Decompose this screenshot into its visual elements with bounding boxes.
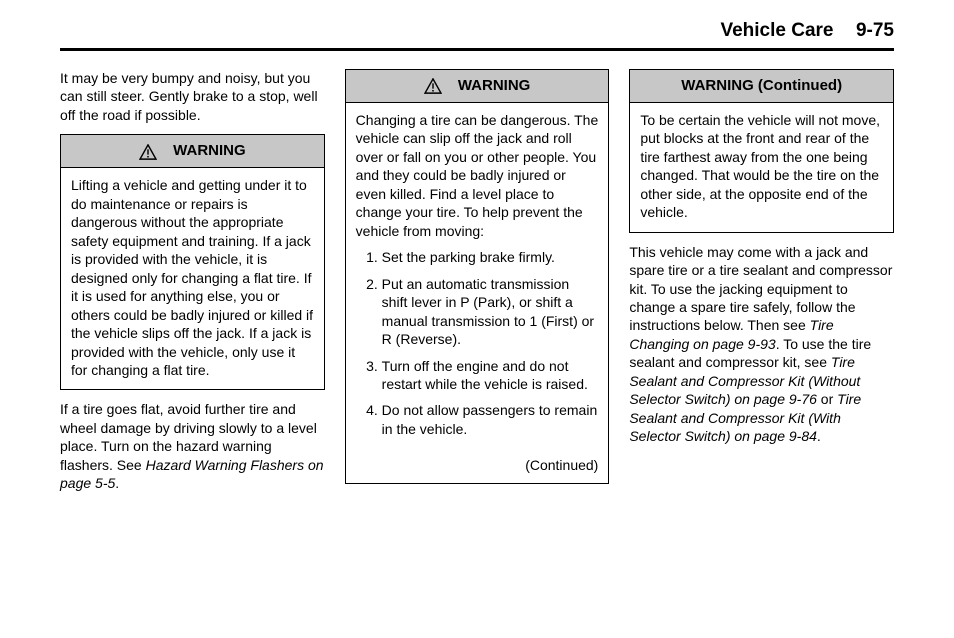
intro-paragraph: It may be very bumpy and noisy, but you … [60, 69, 325, 124]
warning-box: WARNING Lifting a vehicle and getting un… [60, 134, 325, 390]
warning-body: Lifting a vehicle and getting under it t… [61, 168, 324, 389]
page-header: Vehicle Care 9-75 [60, 20, 894, 51]
section-title: Vehicle Care [720, 20, 833, 41]
warning-title: WARNING [458, 77, 531, 94]
column-2: WARNING Changing a tire can be dangerous… [345, 69, 610, 503]
continued-label: (Continued) [346, 456, 609, 482]
column-3: WARNING (Continued) To be certain the ve… [629, 69, 894, 503]
list-item: Put an automatic transmission shift leve… [382, 275, 599, 349]
warning-body: To be certain the vehicle will not move,… [630, 103, 893, 232]
warning-steps-list: Set the parking brake firmly. Put an aut… [356, 248, 599, 438]
after-warning-paragraph: If a tire goes flat, avoid further tire … [60, 400, 325, 492]
warning-header: WARNING [61, 135, 324, 168]
warning-header: WARNING [346, 70, 609, 103]
warning-title: WARNING [173, 142, 246, 159]
warning-header: WARNING (Continued) [630, 70, 893, 103]
page-number: 9-75 [856, 20, 894, 41]
warning-box: WARNING Changing a tire can be dangerous… [345, 69, 610, 484]
closing-paragraph: This vehicle may come with a jack and sp… [629, 243, 894, 446]
text-run: or [817, 391, 837, 407]
manual-page: Vehicle Care 9-75 It may be very bumpy a… [0, 0, 954, 523]
list-item: Do not allow passengers to remain in the… [382, 401, 599, 438]
warning-triangle-icon [424, 76, 448, 96]
text-run: . [115, 475, 119, 491]
list-item: Set the parking brake firmly. [382, 248, 599, 266]
column-1: It may be very bumpy and noisy, but you … [60, 69, 325, 503]
columns: It may be very bumpy and noisy, but you … [60, 69, 894, 503]
warning-title: WARNING (Continued) [681, 77, 842, 94]
warning-body: Changing a tire can be dangerous. The ve… [346, 103, 609, 457]
warning-text: Changing a tire can be dangerous. The ve… [356, 111, 599, 240]
list-item: Turn off the engine and do not restart w… [382, 357, 599, 394]
text-run: This vehicle may come with a jack and sp… [629, 244, 892, 334]
text-run: . [817, 428, 821, 444]
warning-box: WARNING (Continued) To be certain the ve… [629, 69, 894, 233]
warning-triangle-icon [139, 142, 163, 162]
